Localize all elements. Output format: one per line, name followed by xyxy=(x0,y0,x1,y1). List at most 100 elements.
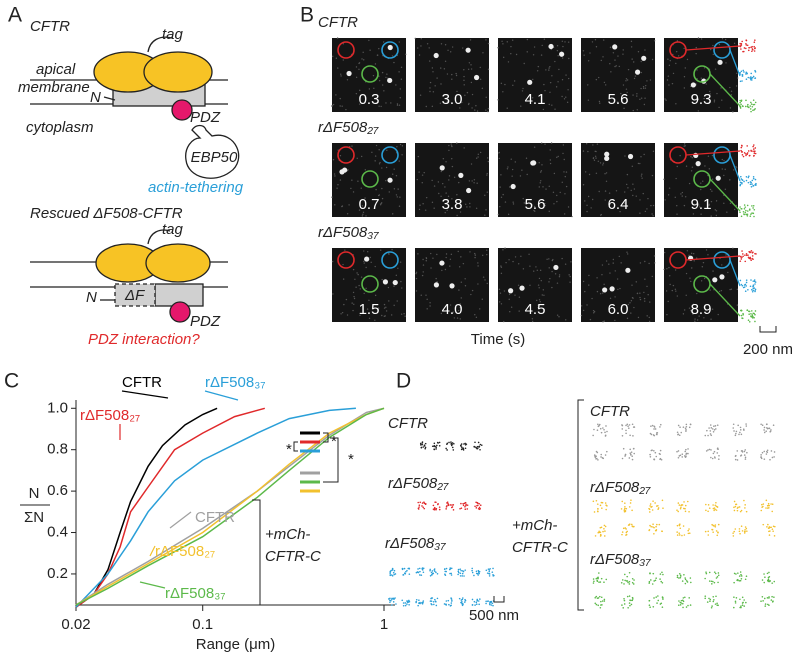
noise xyxy=(393,304,395,307)
track-point xyxy=(684,504,687,507)
noise xyxy=(601,292,604,294)
time-label: 3.8 xyxy=(442,196,463,213)
noise xyxy=(432,71,434,73)
noise xyxy=(459,306,462,309)
track-point xyxy=(772,424,775,427)
track-point xyxy=(749,105,752,107)
noise xyxy=(552,258,554,261)
image xyxy=(664,38,738,112)
track-point xyxy=(430,574,433,576)
track-point xyxy=(741,451,744,453)
noise xyxy=(556,282,559,284)
noise xyxy=(463,69,465,71)
track-point xyxy=(682,606,684,609)
track-point xyxy=(746,72,748,75)
noise xyxy=(622,49,624,51)
group-label: rΔF508₂₇ xyxy=(388,475,449,492)
scale-label: 500 nm xyxy=(469,607,519,624)
noise xyxy=(675,103,677,105)
track-point xyxy=(598,581,600,583)
noise xyxy=(401,287,403,289)
noise xyxy=(332,55,334,58)
spot xyxy=(527,79,533,85)
track-point xyxy=(451,504,453,506)
noise xyxy=(479,308,481,310)
noise xyxy=(509,311,511,313)
noise xyxy=(375,144,378,147)
noise xyxy=(631,58,633,60)
track-point xyxy=(739,45,742,48)
track-point xyxy=(750,72,753,75)
track-point xyxy=(750,149,752,152)
track-point xyxy=(621,434,624,437)
track-point xyxy=(773,596,775,598)
noise xyxy=(569,275,571,278)
noise xyxy=(686,250,689,252)
track-point xyxy=(747,319,750,321)
track-point xyxy=(752,148,755,150)
track-point xyxy=(734,454,737,457)
noise xyxy=(588,173,591,176)
track-point xyxy=(596,429,599,432)
track-point xyxy=(654,579,657,582)
track-point xyxy=(653,580,655,582)
noise xyxy=(640,71,643,74)
annotation: CFTR-C xyxy=(265,548,321,565)
noise xyxy=(724,188,727,190)
track-point xyxy=(676,534,679,536)
noise xyxy=(351,302,353,304)
track-point xyxy=(631,599,634,602)
noise xyxy=(690,309,692,312)
noise xyxy=(593,311,596,313)
track-point xyxy=(595,595,598,598)
noise xyxy=(564,263,567,265)
track-point xyxy=(659,573,662,575)
track-point xyxy=(401,599,404,602)
noise xyxy=(639,98,641,101)
track-point xyxy=(652,605,655,608)
track-point xyxy=(419,442,422,445)
noise xyxy=(532,78,534,81)
noise xyxy=(378,149,380,151)
noise xyxy=(557,55,559,57)
noise xyxy=(642,192,644,195)
noise xyxy=(593,159,596,161)
track-point xyxy=(684,578,687,581)
noise xyxy=(396,103,399,105)
track-point xyxy=(705,503,707,506)
noise xyxy=(458,266,461,268)
noise xyxy=(383,90,385,92)
noise xyxy=(633,77,636,80)
noise xyxy=(540,54,543,56)
noise xyxy=(512,84,514,87)
track-point xyxy=(625,528,627,530)
noise xyxy=(707,254,709,256)
track-point xyxy=(753,41,756,43)
noise xyxy=(466,206,468,208)
noise xyxy=(425,260,427,262)
image-frame: 6.4 xyxy=(581,143,655,217)
track-point xyxy=(682,597,685,599)
track-point xyxy=(763,429,765,431)
noise xyxy=(440,195,442,198)
noise xyxy=(352,291,355,294)
noise xyxy=(487,107,490,110)
noise xyxy=(705,309,707,312)
series-label: rΔF508₂₇ xyxy=(155,543,215,560)
noise xyxy=(691,267,693,269)
noise xyxy=(692,303,695,306)
noise xyxy=(451,158,453,160)
noise xyxy=(676,213,678,215)
track-point xyxy=(742,211,745,213)
track-point xyxy=(739,571,742,573)
track-point xyxy=(421,502,424,504)
track-point xyxy=(760,456,762,459)
noise xyxy=(502,249,504,251)
track-point xyxy=(763,431,766,434)
track-point xyxy=(628,457,631,459)
noise xyxy=(473,182,475,184)
track-point xyxy=(751,179,754,182)
track-point xyxy=(453,442,455,445)
noise xyxy=(714,209,717,211)
noise xyxy=(482,276,485,278)
